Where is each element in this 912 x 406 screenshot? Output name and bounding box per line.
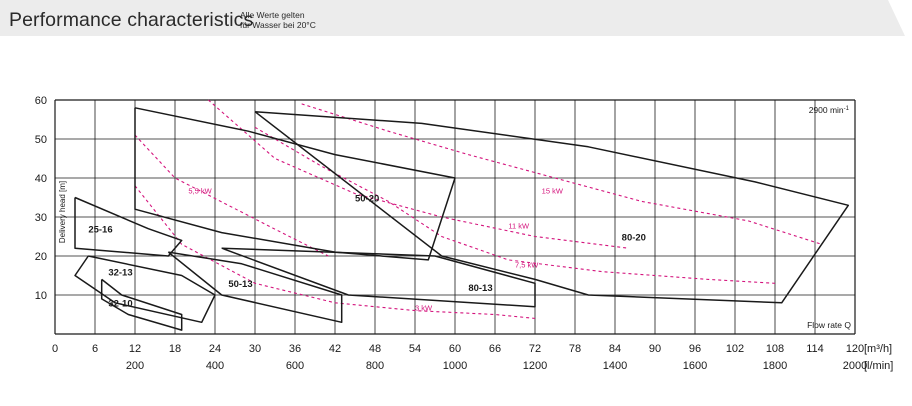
power-curve-line xyxy=(254,126,776,284)
x-tick-label-m3h: 24 xyxy=(209,343,221,355)
power-curve-line xyxy=(301,103,822,245)
y-tick-label: 10 xyxy=(35,290,47,302)
x-tick-label-m3h: 0 xyxy=(52,343,58,355)
chart-labels: 10 20 30 40 50 60 Delivery head [m] 0 6 12 18 24 30 3… xyxy=(35,95,894,372)
power-curve-label: 7,5 kW xyxy=(515,261,539,270)
x-tick-label-m3h: 114 xyxy=(806,343,824,355)
x-tick-label-m3h: 54 xyxy=(409,343,421,355)
x-axis-label: Flow rate Q xyxy=(807,320,851,330)
x-tick-label-lmin: 800 xyxy=(366,360,384,372)
x-tick-label-m3h: 90 xyxy=(649,343,661,355)
x-tick-label-lmin: 600 xyxy=(286,360,304,372)
x-tick-label-lmin: 1600 xyxy=(683,360,707,372)
x-tick-label-m3h: 18 xyxy=(169,343,181,355)
x-tick-label-m3h: 120 xyxy=(846,343,864,355)
note-line-1: Alle Werte gelten xyxy=(240,10,305,20)
x-tick-label-m3h: 66 xyxy=(489,343,501,355)
pump-label: 25-16 xyxy=(88,225,112,236)
pump-outline xyxy=(134,107,456,261)
x-tick-label-lmin: 1200 xyxy=(523,360,547,372)
power-curve-label: 15 kW xyxy=(542,187,564,196)
x-tick-label-m3h: 78 xyxy=(569,343,581,355)
power-curve-line xyxy=(134,134,329,257)
x-tick-label-m3h: 30 xyxy=(249,343,261,355)
header-band xyxy=(0,0,912,36)
x-tick-label-lmin: 400 xyxy=(206,360,224,372)
x-tick-label-lmin: 2000 xyxy=(843,360,867,372)
y-tick-label: 30 xyxy=(35,212,47,224)
x-tick-label-lmin: 1400 xyxy=(603,360,627,372)
pump-label: 80-13 xyxy=(468,283,492,294)
speed-value: 2900 min xyxy=(809,105,844,115)
pump-label: 50-20 xyxy=(355,193,379,204)
y-axis-label: Delivery head [m] xyxy=(58,181,67,243)
header-corner-cut xyxy=(888,0,912,36)
pump-outline xyxy=(167,251,343,324)
speed-exponent: -1 xyxy=(844,106,850,112)
pump-outline xyxy=(100,278,183,331)
pump-label: 32-10 xyxy=(108,299,132,310)
pump-outline xyxy=(74,196,183,257)
note-line-2: für Wasser bei 20°C xyxy=(240,20,316,30)
x-tick-label-m3h: 96 xyxy=(689,343,701,355)
x-tick-label-m3h: 12 xyxy=(129,343,141,355)
pump-label: 32-13 xyxy=(108,268,132,279)
header-note: Alle Werte gelten für Wasser bei 20°C xyxy=(240,10,316,30)
power-curve-line xyxy=(134,185,536,319)
x-tick-label-m3h: 102 xyxy=(726,343,744,355)
x-unit-m3h: [m³/h] xyxy=(864,343,892,355)
pump-label: 50-13 xyxy=(228,279,252,290)
power-curves xyxy=(134,99,822,319)
x-tick-label-m3h: 108 xyxy=(766,343,784,355)
pump-outline xyxy=(221,247,536,308)
y-tick-label: 20 xyxy=(35,251,47,263)
x-tick-label-lmin: 1000 xyxy=(443,360,467,372)
power-curve-line xyxy=(207,99,629,249)
x-tick-label-lmin: 1800 xyxy=(763,360,787,372)
pump-label: 80-20 xyxy=(622,232,646,243)
power-curve-label: 5,5 kW xyxy=(188,187,212,196)
x-tick-label-m3h: 6 xyxy=(92,343,98,355)
y-tick-label: 40 xyxy=(35,173,47,185)
x-tick-label-m3h: 60 xyxy=(449,343,461,355)
x-tick-label-m3h: 36 xyxy=(289,343,301,355)
chart-header: Performance characteristics Alle Werte g… xyxy=(0,0,912,36)
x-tick-label-m3h: 84 xyxy=(609,343,621,355)
speed-label: 2900 min-1 xyxy=(809,105,850,115)
y-tick-label: 60 xyxy=(35,95,47,107)
chart-grid xyxy=(54,99,856,335)
pump-outline xyxy=(74,255,216,324)
pump-curves xyxy=(74,107,850,331)
page-title: Performance characteristics xyxy=(9,9,254,31)
x-unit-lmin: [l/min] xyxy=(864,360,893,372)
power-curve-label: 11 kW xyxy=(508,222,530,231)
x-tick-label-lmin: 200 xyxy=(126,360,144,372)
x-tick-label-m3h: 48 xyxy=(369,343,381,355)
x-tick-label-m3h: 42 xyxy=(329,343,341,355)
x-tick-label-m3h: 72 xyxy=(529,343,541,355)
y-tick-label: 50 xyxy=(35,134,47,146)
pump-outline xyxy=(254,110,850,304)
power-curve-label: 3 kW xyxy=(415,304,433,313)
